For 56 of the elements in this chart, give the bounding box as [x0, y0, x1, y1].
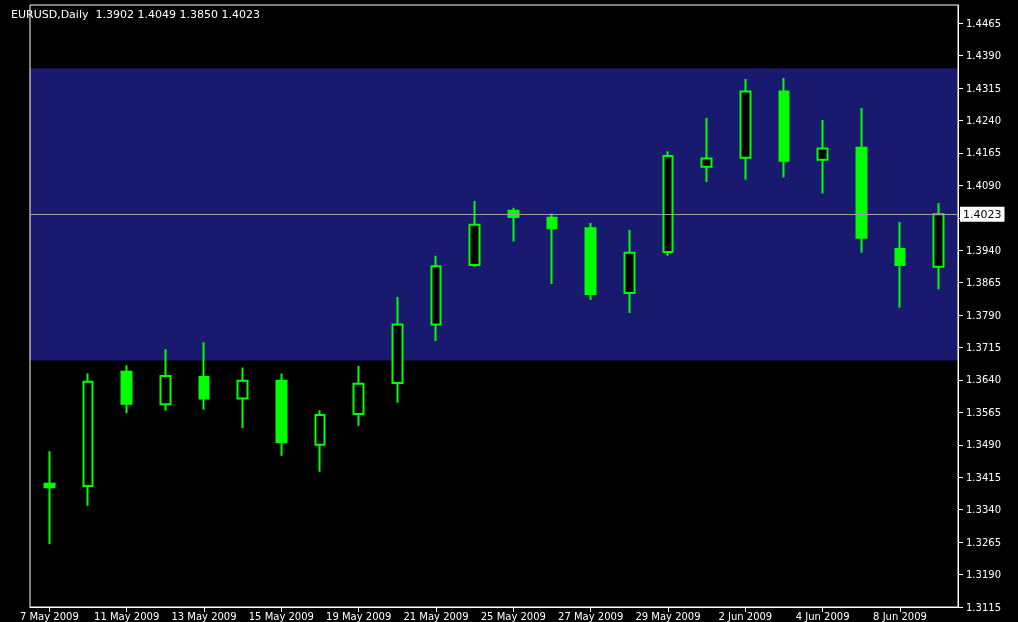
y-tick-label: 1.3190 — [966, 569, 1001, 581]
candlestick — [932, 202, 945, 291]
candlestick — [546, 212, 558, 285]
candlestick — [623, 228, 636, 314]
ref-line-label: 1.4023 — [963, 207, 1002, 221]
y-tick-label: 1.4090 — [966, 179, 1001, 191]
x-tick-label: 7 May 2009 — [19, 610, 79, 622]
x-tick-label: 29 May 2009 — [635, 610, 701, 622]
y-tick-label: 1.4465 — [966, 17, 1001, 29]
x-tick-label: 4 Jun 2009 — [795, 610, 850, 622]
x-tick-label: 21 May 2009 — [403, 610, 469, 622]
candlestick — [739, 77, 752, 181]
y-tick-label: 1.3340 — [966, 504, 1001, 516]
candlestick — [198, 341, 210, 411]
x-tick-label: 11 May 2009 — [94, 610, 160, 622]
candlestick — [43, 450, 56, 546]
candlestick — [314, 409, 326, 473]
y-tick-label: 1.3640 — [966, 374, 1001, 386]
x-tick-label: 25 May 2009 — [480, 610, 546, 622]
y-tick-label: 1.3715 — [966, 342, 1001, 354]
candlestick — [584, 221, 597, 301]
candlestick — [236, 366, 249, 429]
x-tick-label: 15 May 2009 — [248, 610, 314, 622]
candlestick — [778, 77, 790, 179]
candlestick — [82, 372, 94, 507]
x-tick-label: 13 May 2009 — [171, 610, 237, 622]
y-tick-label: 1.4165 — [966, 147, 1001, 159]
candlestick — [120, 364, 133, 415]
candlestick — [352, 365, 365, 427]
y-tick-label: 1.3865 — [966, 277, 1001, 289]
y-tick-label: 1.3940 — [966, 244, 1001, 256]
candlestick — [700, 116, 713, 183]
candlestick — [391, 295, 404, 404]
candlestick — [430, 254, 442, 343]
x-tick-label: 19 May 2009 — [326, 610, 392, 622]
y-tick-label: 1.4390 — [966, 50, 1001, 62]
candlestick — [507, 206, 520, 243]
candlestick — [159, 348, 172, 412]
candlestick — [662, 150, 674, 257]
y-tick-label: 1.4315 — [966, 82, 1001, 94]
candlestick — [894, 221, 906, 309]
y-tick-label: 1.3490 — [966, 439, 1001, 451]
y-tick-label: 1.3265 — [966, 536, 1001, 548]
y-tick-label: 1.3415 — [966, 471, 1001, 483]
candlestick — [275, 372, 288, 457]
y-tick-label: 1.4240 — [966, 114, 1001, 126]
candlestick — [816, 119, 829, 195]
candlestick — [468, 199, 481, 269]
y-tick-label: 1.3790 — [966, 309, 1001, 321]
y-tick-label: 1.3565 — [966, 406, 1001, 418]
chart-title: EURUSD,Daily 1.3902 1.4049 1.3850 1.4023 — [11, 8, 260, 21]
y-tick-label: 1.3115 — [966, 601, 1001, 613]
candlestick — [855, 106, 868, 254]
x-tick-label: 27 May 2009 — [558, 610, 624, 622]
x-tick-label: 8 Jun 2009 — [873, 610, 927, 622]
x-tick-label: 2 Jun 2009 — [718, 610, 773, 622]
